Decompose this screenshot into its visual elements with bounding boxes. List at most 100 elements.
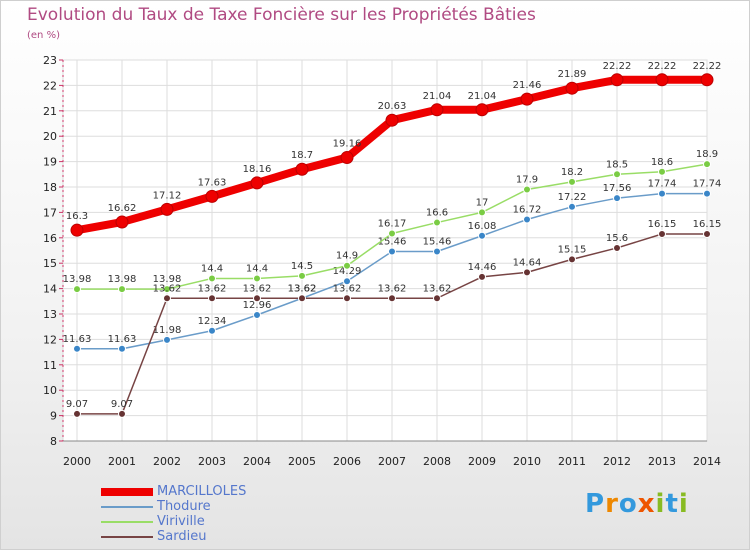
data-label: 16.6 [426, 208, 448, 219]
y-tick-label: 10 [43, 384, 57, 397]
data-point [565, 81, 579, 95]
data-point [298, 294, 306, 303]
x-tick-label: 2013 [648, 455, 676, 468]
data-point [655, 73, 669, 87]
logo-letter: r [605, 489, 619, 519]
data-label: 19.16 [333, 139, 362, 150]
x-tick-label: 2003 [198, 455, 226, 468]
data-point [295, 162, 309, 176]
data-label: 17.63 [198, 177, 227, 188]
x-tick-label: 2005 [288, 455, 316, 468]
data-point [658, 167, 666, 176]
legend-label: MARCILLOLES [157, 484, 247, 499]
data-label: 13.98 [63, 274, 92, 285]
data-label: 18.9 [696, 149, 718, 160]
x-tick-label: 2006 [333, 455, 361, 468]
data-point [340, 151, 354, 165]
data-point [388, 294, 396, 303]
data-point [385, 113, 399, 127]
legend-swatch [101, 506, 153, 508]
logo-letter: t [665, 489, 679, 519]
data-label: 22.22 [648, 61, 677, 72]
data-label: 16.72 [513, 205, 542, 216]
x-tick-label: 2012 [603, 455, 631, 468]
data-label: 17.12 [153, 190, 182, 201]
data-point [163, 285, 171, 294]
data-label: 13.62 [288, 283, 317, 294]
data-point [703, 160, 711, 169]
y-tick-label: 21 [43, 105, 57, 118]
y-tick-label: 19 [43, 156, 57, 169]
data-label: 16.3 [66, 211, 88, 222]
y-tick-label: 17 [43, 206, 57, 219]
data-label: 15.46 [423, 237, 452, 248]
x-tick-label: 2002 [153, 455, 181, 468]
data-label: 17.22 [558, 192, 587, 203]
plot-area [62, 59, 708, 442]
y-tick-label: 16 [43, 232, 57, 245]
data-point [163, 294, 171, 303]
data-label: 15.15 [558, 244, 587, 255]
x-tick-label: 2014 [693, 455, 721, 468]
data-label: 13.62 [333, 283, 362, 294]
data-point [73, 409, 81, 418]
data-point [118, 344, 126, 353]
data-point [163, 335, 171, 344]
data-label: 14.46 [468, 262, 497, 273]
series-thodure: 11.63 11.63 11.98 12.34 12.96 13.62 14.29 15.46… [63, 179, 721, 353]
logo-letter: i [655, 489, 666, 519]
y-tick-label: 20 [43, 130, 57, 143]
data-label: 18.7 [291, 150, 313, 161]
x-tick-label: 2009 [468, 455, 496, 468]
data-point [118, 285, 126, 294]
data-point [703, 229, 711, 238]
chart-title: Evolution du Taux de Taxe Foncière sur l… [27, 5, 536, 25]
data-point [253, 294, 261, 303]
data-label: 11.63 [108, 334, 137, 345]
data-label: 14.4 [246, 263, 268, 274]
data-point [475, 103, 489, 117]
data-label: 9.07 [111, 399, 133, 410]
data-label: 13.62 [153, 283, 182, 294]
x-tick-label: 2001 [108, 455, 136, 468]
data-label: 13.62 [423, 283, 452, 294]
data-label: 12.96 [243, 300, 272, 311]
data-point [478, 208, 486, 217]
y-tick-label: 22 [43, 79, 57, 92]
data-label: 18.6 [651, 157, 673, 168]
data-label: 16.08 [468, 221, 497, 232]
data-point [343, 261, 351, 270]
logo-letter: P [585, 489, 606, 519]
data-label: 18.5 [606, 159, 628, 170]
data-label: 16.17 [378, 218, 407, 229]
data-label: 13.62 [198, 283, 227, 294]
data-label: 16.15 [693, 219, 722, 230]
data-label: 16.62 [108, 203, 137, 214]
data-label: 17 [476, 197, 489, 208]
y-tick-label: 14 [43, 283, 57, 296]
data-point [343, 294, 351, 303]
data-label: 12.34 [198, 316, 227, 327]
logo-letter: x [637, 489, 656, 519]
data-label: 13.98 [108, 274, 137, 285]
data-point [568, 177, 576, 186]
data-label: 21.46 [513, 80, 542, 91]
legend-label: Viriville [157, 514, 205, 529]
x-tick-label: 2008 [423, 455, 451, 468]
data-point [523, 215, 531, 224]
data-point [700, 73, 714, 87]
data-label: 21.04 [468, 91, 497, 102]
data-point [388, 229, 396, 238]
data-point [205, 189, 219, 203]
data-point [208, 274, 216, 283]
data-point [613, 243, 621, 252]
data-point [430, 103, 444, 117]
data-label: 22.22 [693, 61, 722, 72]
data-label: 13.62 [378, 283, 407, 294]
data-label: 21.04 [423, 91, 452, 102]
data-point [70, 223, 84, 237]
data-point [613, 194, 621, 203]
